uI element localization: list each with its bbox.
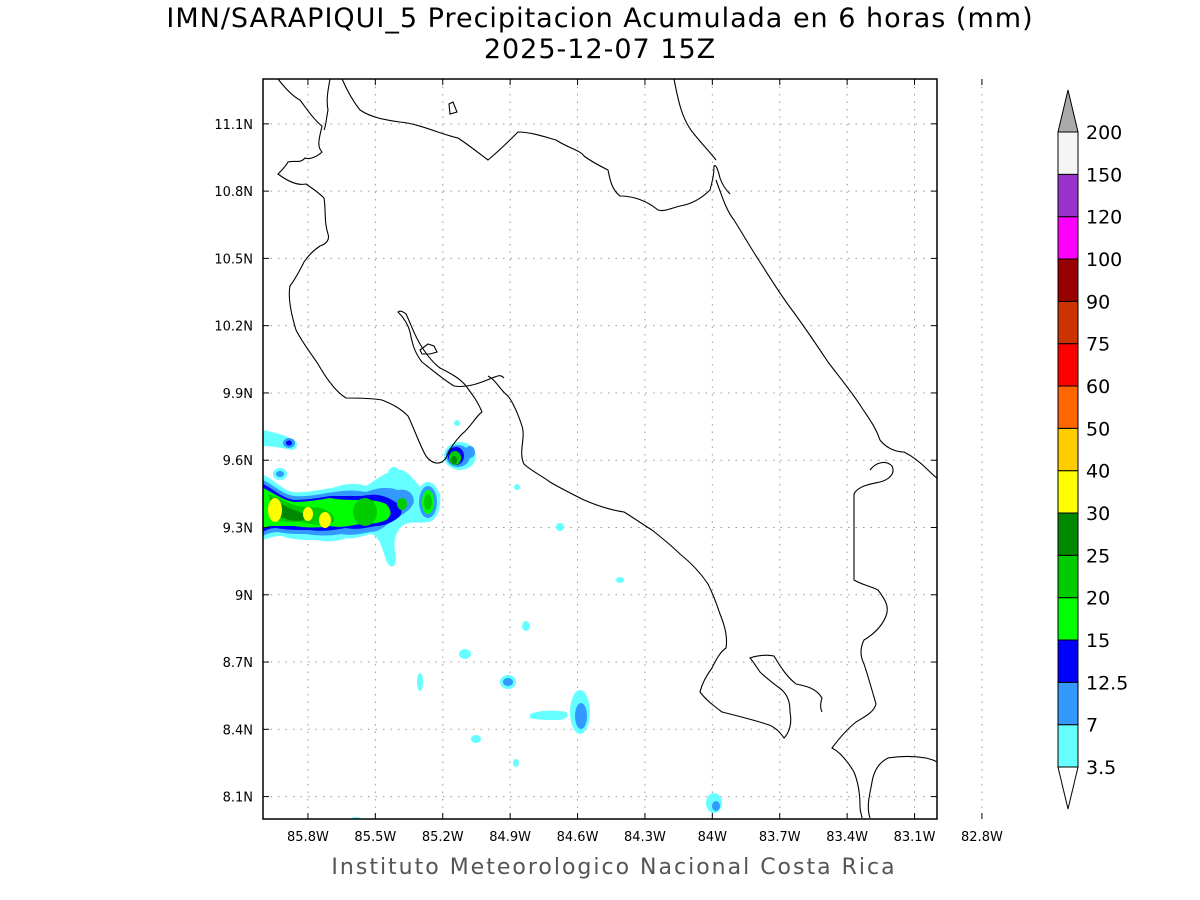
rain-spot bbox=[530, 710, 568, 720]
rain-spot bbox=[471, 735, 481, 743]
colorbar-swatch bbox=[1057, 258, 1079, 302]
colorbar-level-label: 25 bbox=[1086, 545, 1110, 567]
lat-tick-label: 8.7N bbox=[223, 656, 253, 671]
colorbar-level-label: 20 bbox=[1086, 588, 1110, 610]
lat-tick-label: 8.4N bbox=[223, 723, 253, 738]
lon-tick-label: 84.9W bbox=[489, 830, 531, 845]
colorbar-swatch bbox=[1057, 173, 1079, 218]
rain-spot bbox=[417, 673, 423, 691]
lat-tick-label: 9.6N bbox=[223, 454, 253, 469]
colorbar: 3.5 7 12.5 15 20 25 30 40 50 60 75 90 100 120 150 200 bbox=[1057, 89, 1128, 810]
rain-cell-7 bbox=[712, 801, 720, 811]
rain-core-yellow bbox=[268, 498, 282, 522]
colorbar-level-label: 100 bbox=[1086, 249, 1122, 271]
colorbar-swatch bbox=[1057, 131, 1079, 175]
coastlines bbox=[263, 79, 937, 819]
rain-spot bbox=[454, 420, 460, 426]
lat-tick-label: 11.1N bbox=[214, 118, 253, 133]
colorbar-swatch bbox=[1057, 512, 1079, 556]
rain-cell-25 bbox=[424, 494, 432, 510]
lon-tick-label: 82.8W bbox=[961, 830, 1003, 845]
rain-spot bbox=[514, 484, 520, 490]
rain-cell-green bbox=[353, 498, 377, 526]
colorbar-over-arrow bbox=[1057, 89, 1079, 133]
colorbar-swatch bbox=[1057, 470, 1079, 514]
precipitation-contours bbox=[263, 420, 722, 819]
rain-cell-green bbox=[397, 498, 407, 510]
rain-core-yellow bbox=[303, 507, 313, 521]
rain-spot bbox=[503, 678, 513, 686]
colorbar-level-label: 15 bbox=[1086, 630, 1110, 652]
rain-spot bbox=[459, 649, 471, 659]
rain-spot bbox=[276, 471, 284, 477]
rain-cell-7 bbox=[575, 703, 587, 729]
colorbar-level-label: 30 bbox=[1086, 503, 1110, 525]
plot-frame bbox=[262, 78, 938, 820]
lon-tick-label: 83.4W bbox=[826, 830, 868, 845]
rain-core-yellow bbox=[319, 512, 331, 528]
credit-text: Instituto Meteorologico Nacional Costa R… bbox=[331, 855, 897, 880]
latitude-ticks: 8.1N 8.4N 8.7N 9N 9.3N 9.6N 9.9N 10.2N 10.5N 10.8… bbox=[214, 118, 937, 806]
lon-tick-label: 83.1W bbox=[894, 830, 936, 845]
colorbar-level-label: 40 bbox=[1086, 461, 1110, 483]
colorbar-under-arrow bbox=[1057, 766, 1079, 810]
lat-tick-label: 10.2N bbox=[214, 320, 253, 335]
rain-spot bbox=[616, 577, 624, 583]
lon-tick-label: 84.3W bbox=[624, 830, 666, 845]
colorbar-swatch bbox=[1057, 597, 1079, 641]
rain-spot bbox=[513, 759, 519, 767]
lat-tick-label: 9.9N bbox=[223, 387, 253, 402]
lon-tick-label: 85.5W bbox=[354, 830, 396, 845]
lon-tick-label: 85.8W bbox=[287, 830, 329, 845]
lat-tick-label: 9N bbox=[235, 589, 253, 604]
colorbar-level-label: 90 bbox=[1086, 291, 1110, 313]
rain-cell-7 bbox=[465, 446, 475, 458]
colorbar-level-label: 200 bbox=[1086, 122, 1122, 144]
rain-cell-12 bbox=[286, 440, 292, 446]
colorbar-swatch bbox=[1057, 300, 1079, 345]
colorbar-level-label: 12.5 bbox=[1086, 672, 1128, 694]
lat-tick-label: 8.1N bbox=[223, 791, 253, 806]
lon-tick-label: 85.2W bbox=[422, 830, 464, 845]
colorbar-level-label: 3.5 bbox=[1086, 757, 1116, 779]
colorbar-swatch bbox=[1057, 216, 1079, 260]
map-title: IMN/SARAPIQUI_5 Precipitacion Acumulada … bbox=[166, 3, 1034, 34]
rain-cell-30 bbox=[451, 456, 457, 464]
lon-tick-label: 83.7W bbox=[759, 830, 801, 845]
lon-tick-label: 84.6W bbox=[557, 830, 599, 845]
colorbar-swatch bbox=[1057, 554, 1079, 599]
colorbar-swatch bbox=[1057, 639, 1079, 683]
map-subtitle: 2025-12-07 15Z bbox=[483, 34, 717, 65]
lon-tick-label: 84W bbox=[698, 830, 728, 845]
lat-tick-label: 9.3N bbox=[223, 521, 253, 536]
lat-tick-label: 10.5N bbox=[214, 252, 253, 267]
colorbar-level-label: 120 bbox=[1086, 207, 1122, 229]
colorbar-swatch bbox=[1057, 385, 1079, 429]
lat-tick-label: 10.8N bbox=[214, 185, 253, 200]
rain-spot bbox=[388, 467, 400, 481]
colorbar-level-label: 7 bbox=[1086, 715, 1098, 737]
rain-spot bbox=[556, 523, 564, 531]
colorbar-level-label: 50 bbox=[1086, 418, 1110, 440]
colorbar-swatch bbox=[1057, 724, 1079, 768]
colorbar-swatch bbox=[1057, 427, 1079, 472]
longitude-ticks: 85.8W 85.5W 85.2W 84.9W 84.6W 84.3W 84W 83.7W 83… bbox=[287, 79, 1003, 845]
colorbar-level-label: 150 bbox=[1086, 164, 1122, 186]
rain-spot bbox=[522, 621, 530, 631]
colorbar-swatch bbox=[1057, 681, 1079, 726]
colorbar-level-label: 75 bbox=[1086, 334, 1110, 356]
colorbar-level-label: 60 bbox=[1086, 376, 1110, 398]
colorbar-swatch bbox=[1057, 343, 1079, 387]
